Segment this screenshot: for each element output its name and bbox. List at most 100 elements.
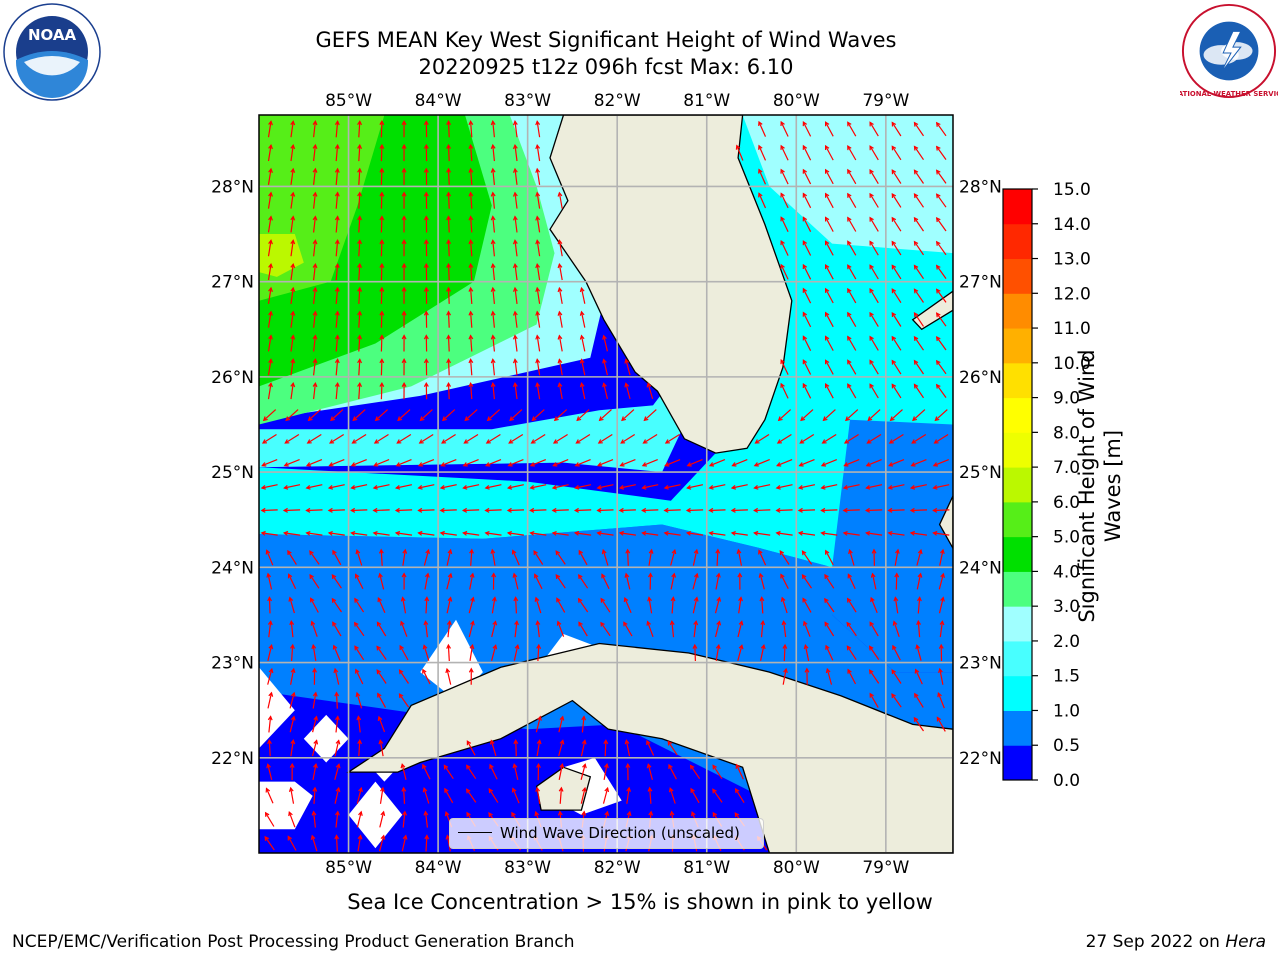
wave-arrow xyxy=(558,716,564,733)
wave-arrow xyxy=(760,621,764,638)
wave-arrow xyxy=(309,574,320,589)
wave-arrow-head xyxy=(350,484,356,490)
wave-arrow xyxy=(447,311,450,328)
wave-arrow-head xyxy=(758,572,764,578)
wave-arrow xyxy=(514,359,518,376)
wave-arrow-head xyxy=(559,762,565,769)
wave-arrow-head xyxy=(267,596,273,602)
wave-arrow xyxy=(356,550,363,566)
wave-arrow xyxy=(329,459,345,467)
wave-arrow-head xyxy=(917,548,923,555)
wave-arrow-head xyxy=(488,788,494,794)
wave-arrow xyxy=(709,484,726,489)
wave-arrow xyxy=(737,621,743,638)
wave-arrow-head xyxy=(893,596,899,602)
wave-arrow-head xyxy=(626,810,632,816)
wave-arrow-head xyxy=(378,548,384,554)
wave-arrow-head xyxy=(847,287,852,294)
wave-arrow-head xyxy=(401,143,407,149)
wave-arrow-head xyxy=(712,811,717,817)
wave-arrow-head xyxy=(396,439,402,444)
wave-arrow xyxy=(891,669,902,684)
wave-arrow-head xyxy=(357,334,363,340)
wave-arrow-head xyxy=(357,739,363,745)
wave-arrow xyxy=(463,484,480,489)
lat-label-left: 26°N xyxy=(211,368,254,388)
wave-arrow xyxy=(603,383,608,400)
wave-arrow-head xyxy=(913,216,919,222)
wave-arrow xyxy=(328,532,345,536)
wave-arrow xyxy=(401,835,407,852)
wave-arrow-head xyxy=(730,484,737,490)
wave-arrow xyxy=(914,146,924,161)
wave-arrow xyxy=(916,573,922,590)
wave-arrow-head xyxy=(935,145,941,151)
wave-arrow-head xyxy=(268,286,273,293)
wave-arrow xyxy=(847,288,857,304)
wave-arrow-head xyxy=(624,358,630,364)
wave-arrow xyxy=(351,532,368,536)
wave-arrow xyxy=(331,598,342,613)
wave-arrow-head xyxy=(470,620,475,626)
wave-arrow xyxy=(912,409,926,421)
wave-arrow-head xyxy=(466,740,472,746)
wave-arrow xyxy=(441,459,457,467)
wave-arrow-head xyxy=(535,239,541,245)
wave-arrow xyxy=(575,532,592,536)
wave-arrow xyxy=(267,383,272,400)
wave-arrow-head xyxy=(379,191,385,197)
wave-arrow xyxy=(737,645,743,661)
wave-arrow-head xyxy=(350,462,356,467)
wave-arrow-head xyxy=(842,507,848,513)
wave-arrow xyxy=(447,264,450,281)
wave-arrow-head xyxy=(758,192,763,198)
wave-arrow-head xyxy=(401,191,407,197)
wave-arrow xyxy=(780,145,789,161)
colorbar-swatch xyxy=(1003,258,1032,294)
wave-arrow xyxy=(446,549,452,566)
wave-arrow xyxy=(312,645,317,661)
wave-arrow xyxy=(313,311,316,328)
wave-arrow-head xyxy=(663,530,669,536)
wave-arrow xyxy=(553,433,568,444)
wave-arrow xyxy=(823,409,836,421)
wave-arrow-head xyxy=(913,716,919,722)
wave-arrow xyxy=(804,645,810,662)
wave-arrow-head xyxy=(537,715,542,721)
wave-arrow-head xyxy=(916,596,922,602)
wave-arrow-head xyxy=(825,667,831,674)
wave-arrow xyxy=(488,788,499,803)
wave-arrow-head xyxy=(335,810,340,816)
wave-arrow-head xyxy=(557,810,563,816)
wave-arrow-head xyxy=(466,811,471,817)
wave-arrow-head xyxy=(446,310,452,316)
wave-arrow xyxy=(694,644,696,662)
wave-arrow-head xyxy=(397,416,403,422)
wave-arrow-head xyxy=(489,739,495,745)
wave-arrow-head xyxy=(444,811,450,817)
wave-arrow-head xyxy=(716,620,722,626)
wave-arrow-head xyxy=(334,262,340,269)
wave-arrow xyxy=(376,669,387,684)
wave-arrow xyxy=(825,383,834,399)
colorbar-tick-label: 0.0 xyxy=(1053,771,1080,791)
wave-arrow xyxy=(374,459,390,467)
wave-arrow-head xyxy=(601,573,606,579)
wave-arrow xyxy=(554,409,568,421)
wave-arrow xyxy=(643,433,658,444)
wave-arrow-head xyxy=(312,286,318,292)
lat-lon-grid xyxy=(259,115,953,853)
wave-arrow-head xyxy=(667,740,673,746)
wave-arrow-head xyxy=(268,691,274,697)
wave-arrow-head xyxy=(334,310,340,316)
wave-arrow-head xyxy=(824,359,830,365)
wave-arrow-head xyxy=(596,507,602,513)
wave-arrow xyxy=(306,509,323,512)
wave-arrow xyxy=(330,409,344,421)
legend-line-icon xyxy=(458,832,492,833)
wave-arrow-head xyxy=(462,484,468,490)
colorbar-swatch xyxy=(1003,536,1032,572)
wave-arrow xyxy=(267,645,273,661)
wave-arrow-head xyxy=(824,573,829,579)
wave-arrow-head xyxy=(372,507,378,513)
